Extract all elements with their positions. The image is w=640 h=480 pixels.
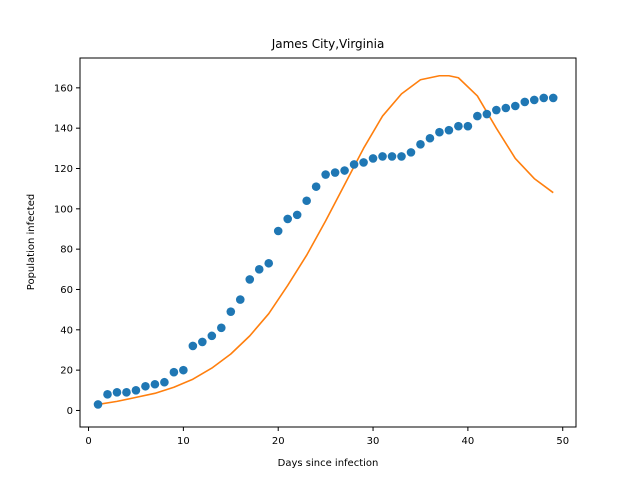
data-point — [292, 210, 302, 220]
data-point — [454, 121, 463, 131]
data-point — [226, 307, 236, 316]
y-tick-label: 140 — [54, 124, 73, 135]
data-point — [387, 152, 397, 161]
data-point — [463, 121, 473, 131]
data-point — [283, 214, 292, 224]
data-point — [397, 152, 406, 161]
data-point — [150, 379, 160, 389]
data-point — [235, 295, 245, 304]
data-point — [112, 388, 122, 397]
data-point — [131, 386, 141, 395]
data-point — [539, 93, 549, 103]
fit-curve-line — [97, 74, 554, 406]
data-point — [511, 101, 520, 111]
data-point — [141, 381, 150, 391]
data-point — [425, 133, 435, 143]
data-point — [482, 109, 492, 119]
data-point — [93, 400, 103, 409]
x-tick-label: 40 — [462, 436, 475, 447]
x-axis-label: Days since infection — [278, 458, 379, 469]
data-point — [207, 331, 217, 341]
data-point — [378, 152, 387, 161]
y-tick-label: 80 — [60, 245, 73, 256]
data-point — [501, 103, 511, 113]
data-point — [217, 323, 226, 333]
data-point — [435, 127, 444, 137]
x-tick-label: 0 — [85, 436, 91, 447]
y-tick-label: 0 — [67, 406, 73, 417]
data-point — [245, 275, 255, 284]
plot-area-frame — [79, 57, 577, 428]
y-tick-label: 60 — [60, 285, 73, 296]
x-axis: 0 10 20 30 40 50 — [85, 427, 569, 447]
y-tick-label: 100 — [54, 204, 73, 215]
data-point — [254, 265, 264, 274]
data-point — [330, 168, 340, 177]
x-tick-label: 10 — [177, 436, 190, 447]
series-layer — [93, 74, 558, 409]
data-point — [548, 93, 558, 103]
y-tick-label: 120 — [54, 164, 73, 175]
data-point — [368, 154, 378, 163]
x-tick-label: 20 — [272, 436, 285, 447]
data-point — [473, 111, 482, 121]
data-point — [349, 160, 359, 169]
data-point — [188, 341, 198, 351]
data-point — [122, 388, 131, 397]
data-point — [311, 182, 321, 191]
data-point — [492, 105, 501, 115]
data-point — [169, 367, 179, 377]
data-point — [321, 170, 330, 179]
data-point — [359, 158, 368, 167]
data-point — [406, 148, 416, 157]
data-point — [529, 95, 539, 105]
y-axis-label: Population infected — [26, 194, 37, 290]
data-point — [264, 258, 274, 268]
y-tick-label: 40 — [60, 325, 73, 336]
data-point — [179, 365, 188, 375]
data-point — [302, 196, 311, 206]
y-tick-label: 160 — [54, 83, 73, 94]
data-point — [273, 226, 283, 236]
chart-title: James City,Virginia — [271, 37, 385, 51]
data-point — [340, 166, 349, 175]
data-point — [520, 97, 530, 107]
data-point — [160, 377, 169, 387]
data-point — [416, 140, 425, 149]
x-tick-label: 50 — [556, 436, 569, 447]
data-point — [444, 125, 454, 135]
y-axis: 0 20 40 60 80 100 120 140 160 — [54, 83, 80, 417]
x-tick-label: 30 — [367, 436, 380, 447]
data-point — [103, 390, 112, 399]
data-point — [198, 337, 207, 347]
y-tick-label: 20 — [60, 366, 73, 377]
